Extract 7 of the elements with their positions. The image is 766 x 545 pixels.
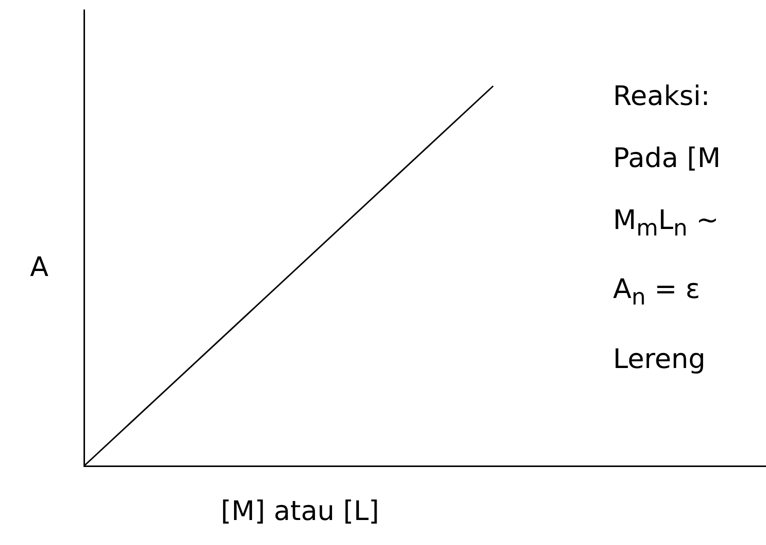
annotation: M$_{m}$L$_{n}$ ~ [613,204,720,244]
annotation: Pada [M [613,142,721,176]
annotation: A$_{n}$ = ε [613,273,702,313]
y-axis-title: A [30,252,48,283]
x-axis-title: [M] atau [L] [220,496,380,527]
annotation: Lereng [613,342,707,377]
annotation: Reaksi: [613,80,712,114]
